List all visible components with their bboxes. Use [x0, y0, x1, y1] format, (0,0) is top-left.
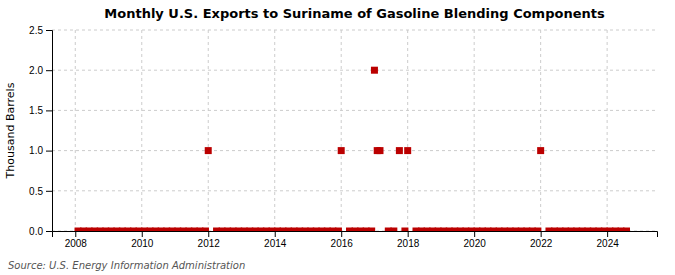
tick-mark	[46, 191, 52, 192]
tick-mark	[607, 231, 608, 237]
title: Monthly U.S. Exports to Suriname of Gaso…	[104, 6, 605, 21]
tick: 2018	[397, 231, 420, 249]
tick-mark	[46, 151, 52, 152]
tick-label: 0.0	[29, 226, 43, 237]
axis-line	[46, 31, 53, 232]
tick-mark	[408, 231, 409, 237]
point	[335, 228, 342, 232]
grid-line	[407, 30, 408, 231]
tick-mark	[341, 231, 342, 237]
point	[404, 147, 411, 154]
point	[396, 147, 403, 154]
x-axis: 2008 2010 2012 2014 2016 2018 2020 2022 2024	[53, 231, 658, 249]
tick-label: 2012	[198, 238, 221, 249]
grid-line	[341, 30, 342, 231]
tick-label: 1.5	[29, 105, 43, 116]
plot: 2008201020122014201620182020202220240.00…	[29, 25, 657, 249]
tick: 2010	[131, 231, 154, 249]
tick-mark	[46, 70, 52, 71]
chart: 2008201020122014201620182020202220240.00…	[0, 0, 675, 275]
tick-mark	[46, 110, 52, 111]
point	[205, 147, 212, 154]
grid-line	[52, 30, 657, 31]
tick: 0.0	[29, 226, 52, 237]
y-axis: 0.0 0.5 1.0 1.5 2.0 2.5	[29, 25, 52, 237]
tick: 2012	[198, 231, 221, 249]
tick-mark	[541, 231, 542, 237]
tick-label: 2016	[331, 238, 354, 249]
tick-mark	[46, 231, 52, 232]
tick-mark	[474, 231, 475, 237]
tick-label: 2.5	[29, 25, 43, 36]
grid-line	[274, 30, 275, 231]
point	[401, 228, 408, 232]
tick-mark	[46, 30, 52, 31]
tick-label: 0.5	[29, 186, 43, 197]
tick-label: 1.0	[29, 145, 43, 156]
tick-label: 2020	[464, 238, 487, 249]
tick-mark	[208, 231, 209, 237]
point	[390, 228, 397, 232]
grid	[52, 30, 657, 231]
tick-mark	[75, 231, 76, 237]
point	[534, 228, 541, 232]
grid-line	[52, 70, 657, 71]
point	[338, 147, 345, 154]
tick: 2014	[264, 231, 287, 249]
point	[376, 147, 383, 154]
grid-line	[75, 30, 76, 231]
tick-mark	[275, 231, 276, 237]
tick: 2016	[331, 231, 354, 249]
tick: 2020	[464, 231, 487, 249]
tick: 2022	[530, 231, 553, 249]
grid-line	[52, 110, 657, 111]
tick-label: 2.0	[29, 65, 43, 76]
tick: 0.5	[29, 186, 52, 197]
grid-line	[52, 150, 657, 151]
tick-mark	[142, 231, 143, 237]
tick: 2.0	[29, 65, 52, 76]
grid-line	[208, 30, 209, 231]
grid-line	[540, 30, 541, 231]
y-axis-title: Thousand Barrels	[4, 82, 17, 179]
point	[368, 228, 375, 232]
tick-label: 2022	[530, 238, 553, 249]
points	[75, 67, 630, 231]
tick-label: 2008	[65, 238, 88, 249]
tick-label: 2010	[131, 238, 154, 249]
tick-label: 2014	[264, 238, 287, 249]
tick: 2.5	[29, 25, 52, 36]
tick: 2024	[597, 231, 620, 249]
point	[202, 228, 209, 232]
point	[623, 228, 630, 232]
tick: 1.0	[29, 145, 52, 156]
annotation: Source: U.S. Energy Information Administ…	[8, 260, 245, 271]
point	[537, 147, 544, 154]
tick: 1.5	[29, 105, 52, 116]
axis-line	[53, 232, 658, 238]
grid-line	[607, 30, 608, 231]
tick-label: 2024	[597, 238, 620, 249]
tick-label: 2018	[397, 238, 420, 249]
grid-line	[141, 30, 142, 231]
tick: 2008	[65, 231, 88, 249]
point	[371, 67, 378, 74]
grid-line	[474, 30, 475, 231]
grid-line	[52, 190, 657, 191]
